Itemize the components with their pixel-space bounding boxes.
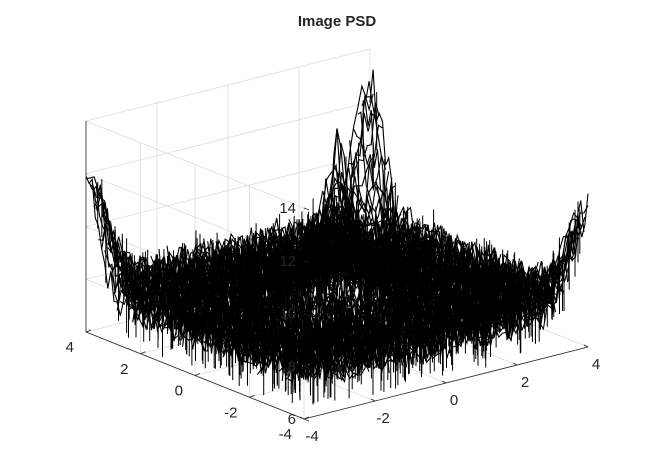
y-tick-mark-2 <box>194 373 201 376</box>
surface-line-y-26 <box>222 253 508 358</box>
psd-surface <box>85 69 589 405</box>
z-tick-label-1: 8 <box>288 358 296 375</box>
y-tick-mark-0 <box>303 416 310 420</box>
x-tick-label-1: -2 <box>376 410 389 427</box>
z-tick-mark-3 <box>303 260 310 264</box>
z-tick-mark-2 <box>303 313 310 316</box>
chart-title: Image PSD <box>298 13 377 30</box>
y-tick-mark-4 <box>85 329 92 333</box>
x-tick-mark-0 <box>299 416 305 420</box>
x-tick-mark-3 <box>512 362 518 366</box>
z-tick-mark-0 <box>303 418 310 422</box>
y-tick-label-3: 2 <box>120 361 128 378</box>
x-tick-mark-4 <box>583 344 589 348</box>
z-tick-label-0: 6 <box>288 411 296 428</box>
x-tick-label-4: 4 <box>592 356 600 373</box>
side-wall-grid-z-4 <box>85 120 305 209</box>
back-wall-grid-z-3 <box>85 101 371 175</box>
back-wall-grid-z-2 <box>85 154 371 227</box>
x-tick-mark-2 <box>441 380 447 384</box>
y-tick-label-2: 0 <box>175 383 183 400</box>
y-tick-mark-3 <box>140 351 146 355</box>
z-tick-mark-1 <box>303 365 310 369</box>
x-axis-ticks: -4 -2 0 2 4 <box>299 344 600 445</box>
y-tick-label-4: 4 <box>66 339 74 356</box>
z-axis-ticks: 6 8 10 12 14 <box>279 200 310 428</box>
z-tick-label-4: 14 <box>279 200 296 217</box>
x-tick-label-2: 0 <box>450 392 458 409</box>
y-tick-label-0: -4 <box>279 426 292 443</box>
x-tick-label-0: -4 <box>305 428 318 445</box>
y-tick-mark-1 <box>249 394 255 398</box>
y-tick-label-1: -2 <box>224 404 237 421</box>
x-tick-label-3: 2 <box>521 374 529 391</box>
y-axis-ticks: -4 -2 0 2 4 <box>66 329 310 443</box>
back-wall-grid-z-4 <box>85 48 371 122</box>
z-tick-label-3: 12 <box>279 253 296 270</box>
z-tick-mark-4 <box>303 207 310 211</box>
x-tick-mark-1 <box>370 398 376 402</box>
z-tick-label-2: 10 <box>279 306 296 323</box>
